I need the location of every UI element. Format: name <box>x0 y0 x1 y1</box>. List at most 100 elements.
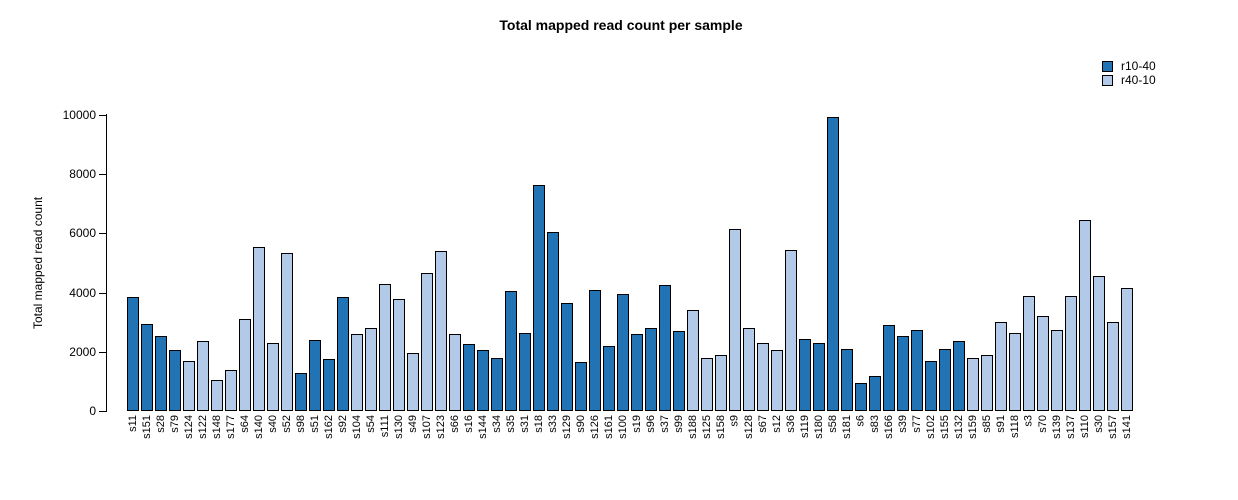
x-tick-label-s144: s144 <box>477 415 489 439</box>
bar-s129 <box>561 303 573 411</box>
x-tick-label-s90: s90 <box>575 415 587 433</box>
bar-s110 <box>1079 220 1091 411</box>
x-tick-label-s30: s30 <box>1093 415 1105 433</box>
x-tick-label-s91: s91 <box>995 415 1007 433</box>
bar-s35 <box>505 291 517 411</box>
bar-s67 <box>757 342 769 411</box>
bar-s51 <box>309 340 321 411</box>
bar-s58 <box>827 116 839 411</box>
bar-s28 <box>155 335 167 411</box>
y-tick-mark <box>99 351 106 353</box>
bar-s36 <box>785 249 797 411</box>
bar-s79 <box>169 350 181 411</box>
x-tick-label-s12: s12 <box>771 415 783 433</box>
bar-s159 <box>967 357 979 411</box>
chart-title: Total mapped read count per sample <box>499 17 743 33</box>
x-tick-label-s102: s102 <box>925 415 937 439</box>
bar-s39 <box>897 335 909 411</box>
y-tick-label: 8000 <box>69 167 96 182</box>
x-tick-label-s92: s92 <box>337 415 349 433</box>
x-tick-label-s34: s34 <box>491 415 503 433</box>
bar-s34 <box>491 357 503 411</box>
x-tick-label-s141: s141 <box>1121 415 1133 439</box>
x-tick-label-s137: s137 <box>1065 415 1077 439</box>
x-tick-label-s52: s52 <box>281 415 293 433</box>
x-tick-label-s157: s157 <box>1107 415 1119 439</box>
y-tick-mark <box>99 115 106 116</box>
x-tick-label-s96: s96 <box>645 415 657 433</box>
y-tick-mark <box>99 174 106 176</box>
bar-s31 <box>519 332 531 411</box>
x-tick-label-s31: s31 <box>519 415 531 433</box>
bar-s40 <box>267 342 279 411</box>
x-tick-label-s11: s11 <box>127 415 139 432</box>
bar-s161 <box>603 345 615 411</box>
bar-s180 <box>813 342 825 411</box>
y-axis-line <box>106 114 107 412</box>
y-tick-mark <box>99 292 106 294</box>
x-tick-label-s99: s99 <box>673 415 685 433</box>
bar-s100 <box>617 294 629 411</box>
x-tick-label-s16: s16 <box>463 415 475 433</box>
bar-s123 <box>435 251 447 411</box>
bar-s107 <box>421 273 433 411</box>
x-tick-label-s132: s132 <box>953 415 965 439</box>
legend-label-r10-40: r10-40 <box>1121 59 1156 73</box>
bar-s162 <box>323 359 335 411</box>
x-axis-labels: s11 s151 s28 s79 s124 s122 s148 s177 s64 s140 s40 s… <box>106 415 1136 475</box>
bar-s141 <box>1121 288 1133 411</box>
legend-item-r40-10: r40-10 <box>1102 73 1156 87</box>
bar-s77 <box>911 329 923 411</box>
x-tick-label-s18: s18 <box>533 415 545 433</box>
bar-s83 <box>869 375 881 411</box>
bar-s30 <box>1093 276 1105 411</box>
x-tick-label-s122: s122 <box>197 415 209 439</box>
y-tick-label: 2000 <box>69 344 96 359</box>
x-tick-label-s148: s148 <box>211 415 223 439</box>
x-tick-label-s129: s129 <box>561 415 573 439</box>
x-tick-label-s36: s36 <box>785 415 797 433</box>
y-axis-title: Total mapped read count <box>31 196 45 330</box>
bar-s37 <box>659 285 671 411</box>
bar-s126 <box>589 289 601 411</box>
x-tick-label-s155: s155 <box>939 415 951 439</box>
bar-s128 <box>743 328 755 411</box>
x-tick-label-s125: s125 <box>701 415 713 439</box>
bar-s99 <box>673 331 685 411</box>
x-tick-label-s9: s9 <box>729 415 741 427</box>
x-tick-label-s67: s67 <box>757 415 769 433</box>
bar-s144 <box>477 350 489 411</box>
bar-s122 <box>197 341 209 411</box>
x-tick-label-s6: s6 <box>855 415 867 427</box>
bar-s139 <box>1051 329 1063 411</box>
bar-s98 <box>295 372 307 411</box>
bar-s118 <box>1009 332 1021 411</box>
x-tick-label-s128: s128 <box>743 415 755 439</box>
legend: r10-40 r40-10 <box>1102 59 1156 87</box>
x-tick-label-s49: s49 <box>407 415 419 433</box>
bar-s91 <box>995 322 1007 411</box>
x-tick-label-s126: s126 <box>589 415 601 439</box>
bar-s85 <box>981 354 993 411</box>
x-tick-label-s83: s83 <box>869 415 881 433</box>
x-tick-label-s79: s79 <box>169 415 181 433</box>
x-tick-label-s100: s100 <box>617 415 629 439</box>
x-tick-label-s77: s77 <box>911 415 923 433</box>
legend-item-r10-40: r10-40 <box>1102 59 1156 73</box>
bar-s158 <box>715 354 727 411</box>
x-tick-label-s33: s33 <box>547 415 559 433</box>
bar-s52 <box>281 252 293 411</box>
y-tick-label: 4000 <box>69 285 96 300</box>
x-tick-label-s51: s51 <box>309 415 321 433</box>
x-tick-label-s166: s166 <box>883 415 895 439</box>
bar-s70 <box>1037 316 1049 411</box>
bar-s130 <box>393 298 405 411</box>
bar-s33 <box>547 231 559 411</box>
x-tick-label-s37: s37 <box>659 415 671 433</box>
bar-s188 <box>687 310 699 411</box>
x-tick-label-s107: s107 <box>421 415 433 439</box>
bar-s54 <box>365 328 377 411</box>
bar-s49 <box>407 353 419 411</box>
bar-s6 <box>855 382 867 411</box>
x-tick-label-s3: s3 <box>1023 415 1035 427</box>
